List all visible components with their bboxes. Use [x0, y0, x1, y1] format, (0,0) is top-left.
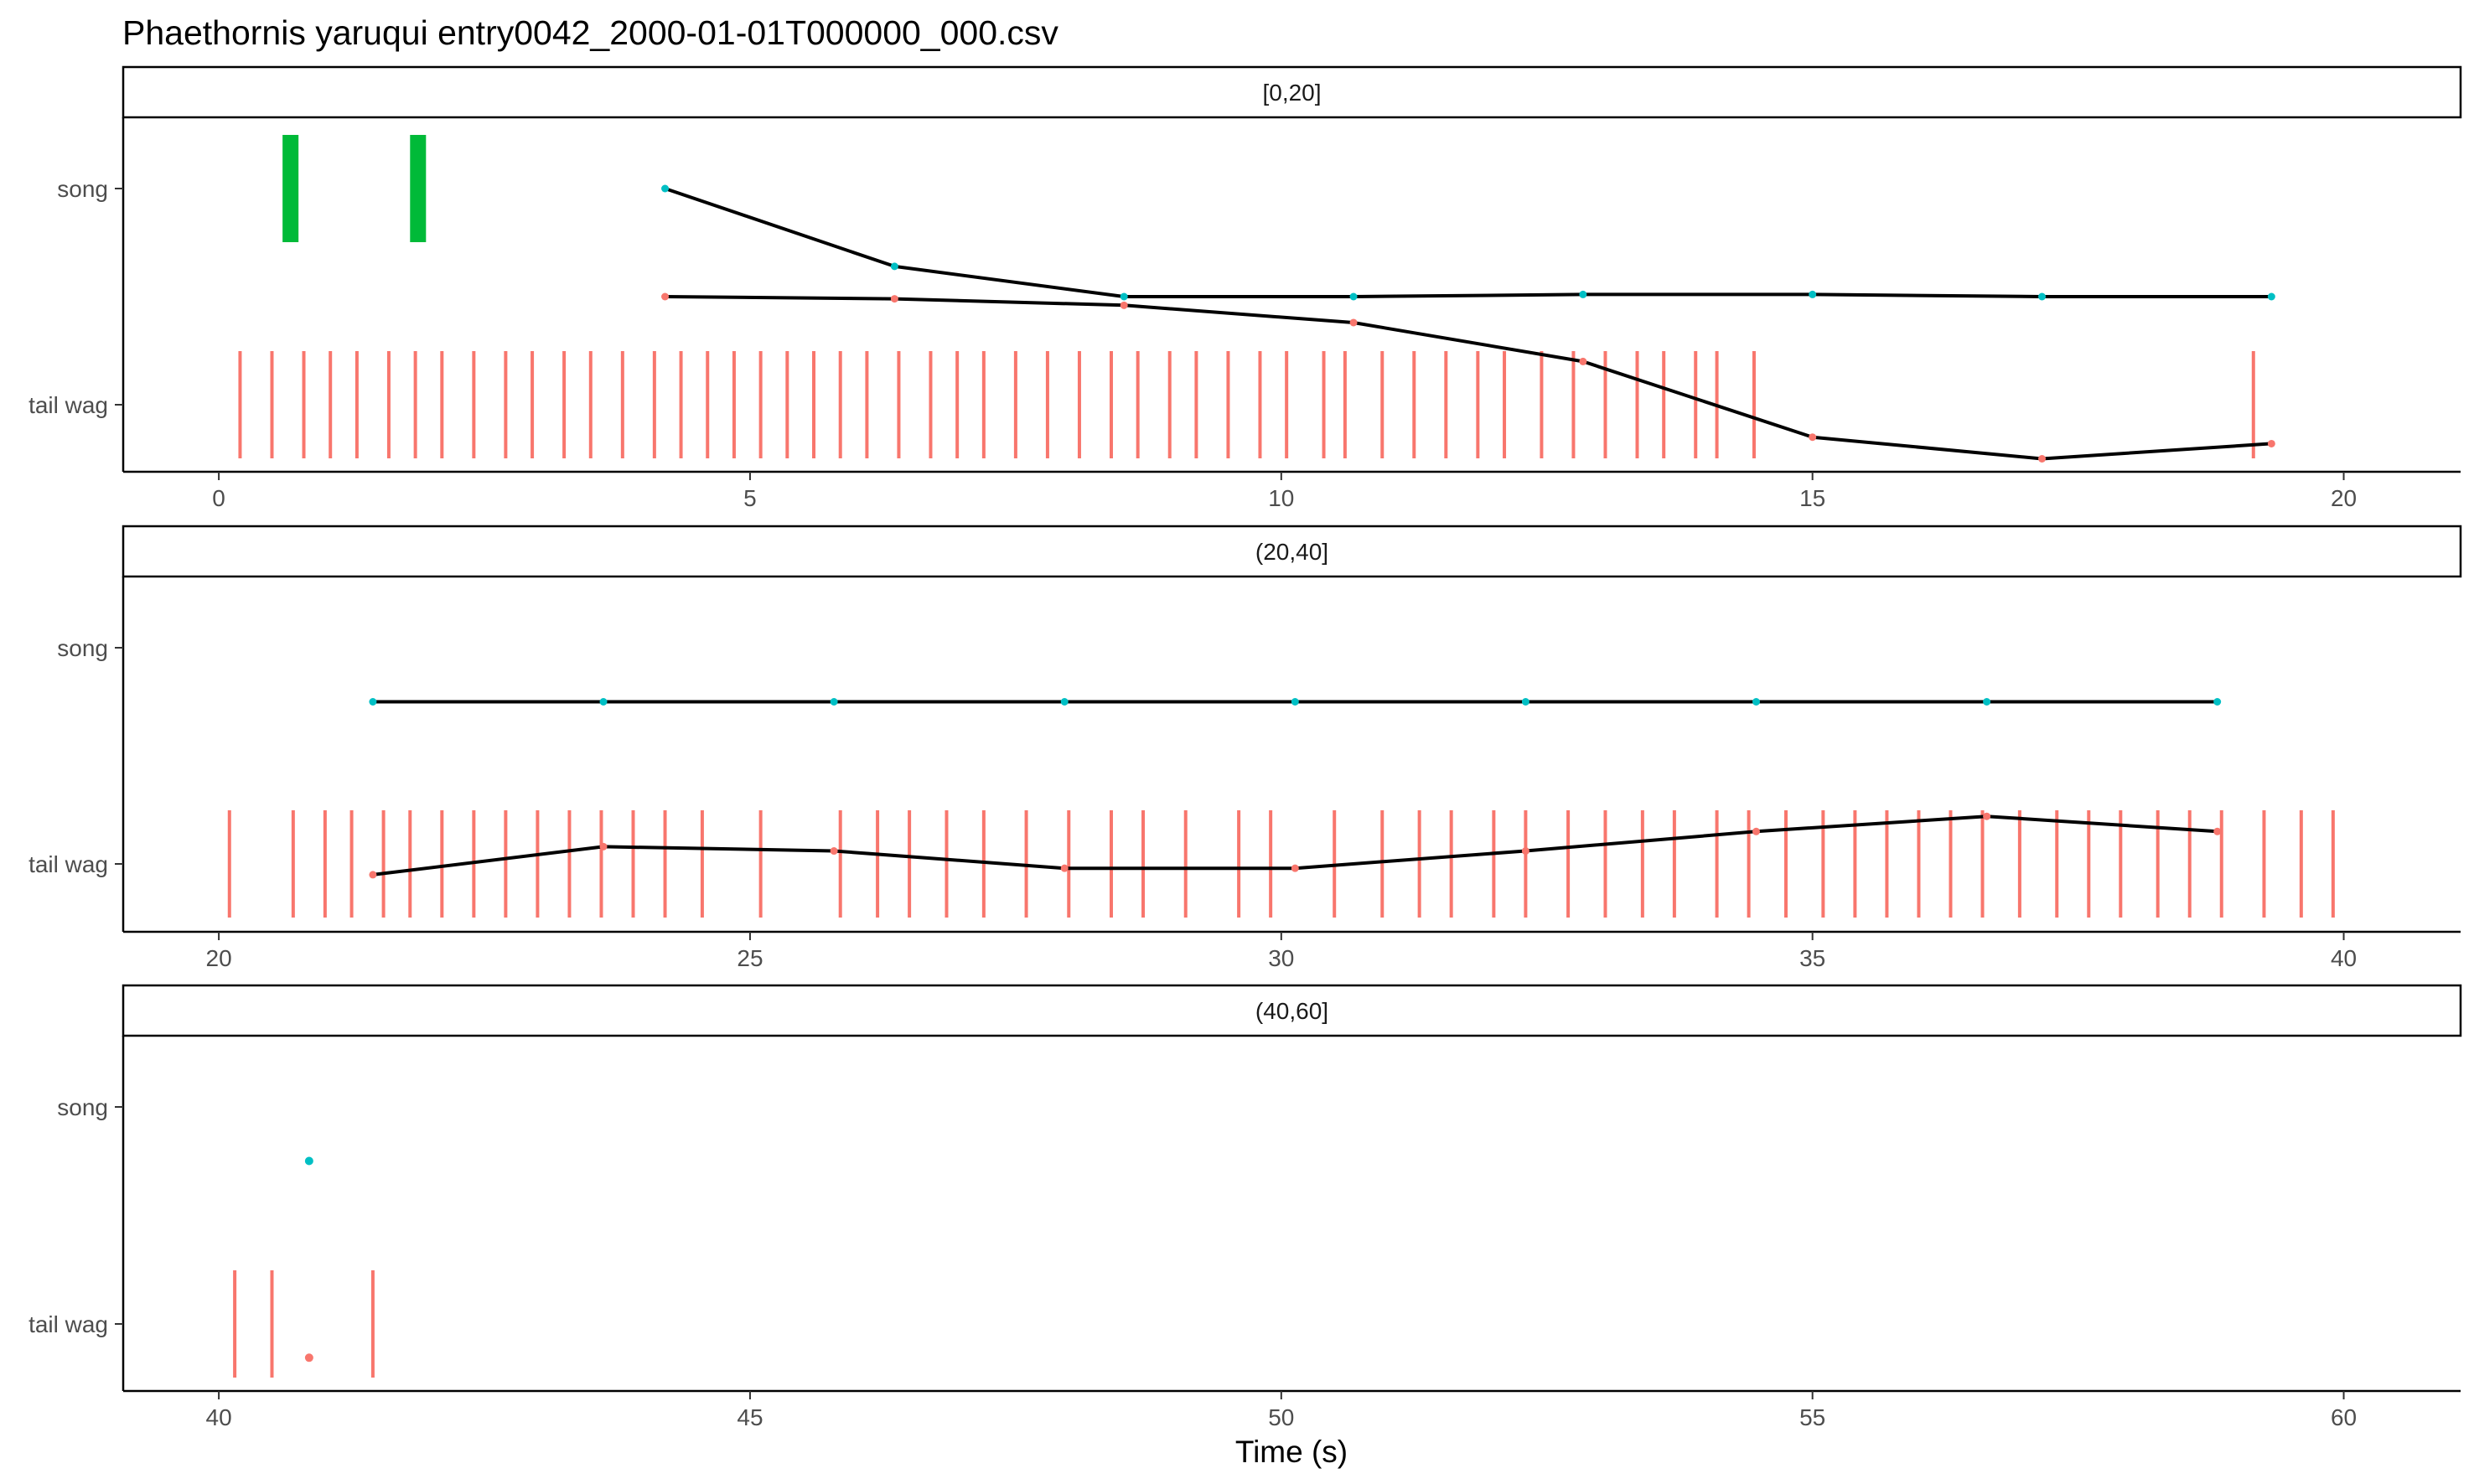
song-trend-point — [1809, 290, 1817, 298]
tail-wag-point — [304, 1353, 313, 1362]
tail-wag-trend-point — [599, 842, 608, 851]
song-trend-point — [599, 698, 608, 706]
facet-strip — [122, 65, 2462, 119]
song-trend-point — [2267, 292, 2275, 301]
tail-wag-trend-point — [369, 871, 377, 879]
tail-wag-trend-point — [1579, 357, 1587, 365]
tail-wag-trend-point — [2267, 439, 2275, 447]
facet-panel: (40,60] song tail wag 40 45 50 55 60 — [28, 984, 2462, 1430]
song-trend-point — [890, 262, 898, 271]
x-tick-label: 5 — [743, 485, 757, 511]
tail-wag-trend-point — [1983, 812, 1991, 820]
song-event-bar — [410, 135, 427, 242]
facet-panel: [0,20] song tail wag 0 5 10 15 20 — [28, 65, 2462, 511]
tail-wag-trend-point — [1752, 827, 1760, 835]
y-tick-label: song — [57, 1094, 108, 1120]
facet-strip-label: [0,20] — [1262, 80, 1321, 106]
x-tick-label: 35 — [1799, 945, 1825, 971]
x-tick-label: 15 — [1799, 485, 1825, 511]
song-trend-point — [2213, 698, 2222, 706]
x-tick-label: 25 — [737, 945, 763, 971]
tail-wag-trend-point — [890, 295, 898, 303]
song-trend-point — [1752, 698, 1760, 706]
song-trend-point — [661, 184, 670, 193]
x-tick-label: 40 — [2331, 945, 2357, 971]
y-tick-label: tail wag — [28, 392, 108, 418]
facet-strip-label: (20,40] — [1255, 539, 1328, 565]
tail-wag-trend-point — [1809, 433, 1817, 442]
song-trend-point — [369, 698, 377, 706]
tail-wag-trend-point — [1060, 864, 1069, 872]
song-event-bar — [282, 135, 299, 242]
song-trend-point — [1521, 698, 1529, 706]
y-tick-label: tail wag — [28, 851, 108, 877]
song-trend-point — [1579, 290, 1587, 298]
tail-wag-trend-point — [830, 847, 838, 856]
x-axis-title: Time (s) — [1235, 1435, 1348, 1469]
x-tick-label: 0 — [212, 485, 225, 511]
song-trend-point — [2038, 292, 2047, 301]
x-tick-label: 20 — [206, 945, 232, 971]
x-tick-label: 55 — [1799, 1404, 1825, 1430]
song-trend-point — [1291, 698, 1299, 706]
x-tick-label: 40 — [206, 1404, 232, 1430]
tail-wag-trend-line — [665, 295, 2272, 461]
facet-panel: (20,40] song tail wag 20 25 30 35 40 — [28, 525, 2462, 971]
tail-wag-trend-point — [1291, 864, 1299, 872]
y-tick-label: tail wag — [28, 1311, 108, 1337]
song-trend-point — [1060, 698, 1069, 706]
facet-strip — [122, 525, 2462, 578]
chart-title: Phaethornis yaruqui entry0042_2000-01-01… — [122, 13, 1058, 52]
x-tick-label: 20 — [2331, 485, 2357, 511]
x-tick-label: 50 — [1268, 1404, 1294, 1430]
x-tick-label: 45 — [737, 1404, 763, 1430]
y-tick-label: song — [57, 635, 108, 661]
tail-wag-trend-point — [1349, 318, 1358, 327]
song-point — [304, 1156, 313, 1166]
facet-panels: [0,20] song tail wag 0 5 10 15 20 (20,40] song tai… — [28, 65, 2462, 1430]
song-trend-line — [664, 187, 2272, 298]
tail-wag-trend-point — [2038, 455, 2047, 463]
facet-strip-label: (40,60] — [1255, 998, 1328, 1024]
x-tick-label: 10 — [1268, 485, 1294, 511]
song-trend-point — [830, 698, 838, 706]
song-trend-point — [1120, 292, 1128, 301]
tail-wag-trend-point — [1521, 847, 1529, 856]
tail-wag-trend-point — [1120, 301, 1128, 309]
song-trend-point — [1349, 292, 1358, 301]
tail-wag-trend-point — [2213, 827, 2222, 835]
song-trend-point — [1983, 698, 1991, 706]
x-tick-label: 30 — [1268, 945, 1294, 971]
tail-wag-trend-point — [661, 292, 670, 301]
facet-strip — [122, 984, 2462, 1037]
y-tick-label: song — [57, 176, 108, 202]
x-tick-label: 60 — [2331, 1404, 2357, 1430]
